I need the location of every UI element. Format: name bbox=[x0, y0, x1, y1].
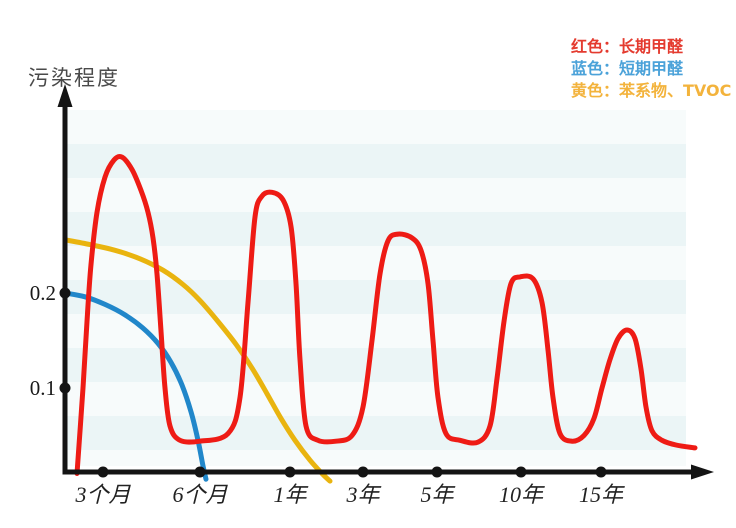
x-tick-dot bbox=[515, 466, 527, 478]
x-tick-label: 3年 bbox=[346, 482, 380, 507]
x-axis-arrow-icon bbox=[691, 464, 714, 480]
background-stripe bbox=[65, 212, 686, 246]
x-tick-dot bbox=[431, 466, 443, 478]
y-tick-dot bbox=[59, 382, 71, 394]
background-stripe bbox=[65, 144, 686, 178]
y-axis-arrow-icon bbox=[57, 84, 73, 107]
background-stripe bbox=[65, 450, 686, 466]
background-stripe bbox=[65, 382, 686, 416]
y-tick-dot bbox=[59, 287, 71, 299]
x-tick-label: 5年 bbox=[420, 482, 454, 507]
x-tick-label: 6个月 bbox=[172, 482, 228, 507]
x-tick-label: 15年 bbox=[578, 482, 623, 507]
x-tick-dot bbox=[357, 466, 369, 478]
legend: 红色：长期甲醛 蓝色：短期甲醛黄色：苯系物、TVOC bbox=[571, 36, 731, 102]
x-tick-dot bbox=[97, 466, 109, 478]
legend-item-benzene-tvoc: 黄色：苯系物、TVOC bbox=[571, 81, 732, 100]
x-tick-label: 1年 bbox=[273, 482, 307, 507]
legend-item-long-term-formaldehyde: 红色：长期甲醛 bbox=[571, 37, 684, 56]
x-tick-label: 10年 bbox=[498, 482, 543, 507]
x-tick-dot bbox=[284, 466, 296, 478]
background-stripe bbox=[65, 110, 686, 144]
chart-axes bbox=[57, 84, 714, 480]
y-axis-title: 污染程度 bbox=[28, 66, 120, 90]
background-stripe bbox=[65, 178, 686, 212]
legend-item-short-term-formaldehyde: 蓝色：短期甲醛 bbox=[571, 59, 684, 78]
chart-curves bbox=[62, 153, 698, 484]
x-tick-dot bbox=[595, 466, 607, 478]
y-tick-label: 0.2 bbox=[29, 281, 56, 305]
y-tick-label: 0.1 bbox=[29, 376, 56, 400]
background-stripe bbox=[65, 348, 686, 382]
series-long-term-formaldehyde-curve bbox=[74, 153, 698, 476]
x-tick-label: 3个月 bbox=[75, 482, 131, 507]
x-tick-dot bbox=[194, 466, 206, 478]
series-benzene-tvoc-curve bbox=[62, 237, 333, 484]
